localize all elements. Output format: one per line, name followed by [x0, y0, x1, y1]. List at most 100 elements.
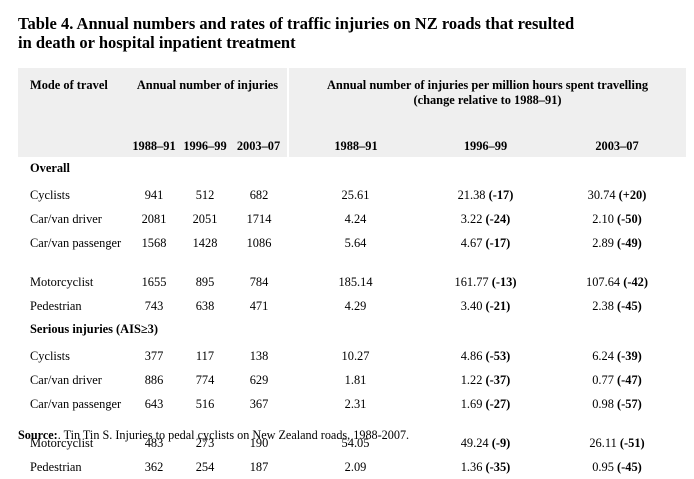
- table-row: Pedestrian 743 638 471 4.29 3.40 (-21) 2…: [18, 294, 686, 318]
- cell-rate-1996-99: 49.24 (-9): [423, 431, 548, 455]
- rate-value: 4.86: [460, 349, 483, 363]
- cell-rate-1988-91: 2.09: [344, 460, 367, 474]
- cell-rate-1988-91: 25.61: [341, 188, 370, 202]
- cell-count-1996-99: 512: [195, 188, 215, 202]
- rate-value: 30.74: [587, 188, 616, 202]
- rate-value: 21.38: [457, 188, 486, 202]
- rate-change: (-50): [617, 212, 642, 226]
- table-row: Cyclists 377 117 138 10.27 4.86 (-53) 6.…: [18, 344, 686, 368]
- cell-rate-1996-99: 161.77 (-13): [423, 270, 548, 294]
- header-row-periods: 1988–91 1996–99 2003–07 1988–91 1996–99 …: [18, 139, 687, 157]
- cell-mode: Car/van passenger: [30, 397, 122, 411]
- cell-mode: Car/van driver: [30, 373, 102, 387]
- cell-rate-1996-99: 3.22 (-24): [423, 207, 548, 231]
- rate-value: 0.95: [592, 460, 614, 474]
- rate-value: 1.69: [460, 397, 483, 411]
- cell-count-2003-07: 1086: [246, 236, 272, 250]
- rate-change: (-24): [485, 212, 511, 226]
- table-row: Car/van passenger 643 516 367 2.31 1.69 …: [18, 392, 686, 431]
- rate-change: (-49): [617, 236, 642, 250]
- rate-change: (-35): [485, 460, 511, 474]
- cell-rate-1988-91: 2.31: [344, 397, 367, 411]
- cell-count-1988-91: 643: [144, 397, 164, 411]
- header-annual-number: Annual number of injuries: [128, 68, 288, 139]
- table-row: Cyclists 941 512 682 25.61 21.38 (-17) 3…: [18, 183, 686, 207]
- source-note: Source:. Tin Tin S. Injuries to pedal cy…: [18, 428, 409, 443]
- cell-mode: Car/van driver: [30, 212, 102, 226]
- cell-rate-2003-07: 26.11 (-51): [548, 431, 686, 455]
- cell-mode: Pedestrian: [30, 460, 82, 474]
- cell-count-1996-99: 516: [195, 397, 215, 411]
- cell-count-1996-99: 895: [195, 275, 215, 289]
- rate-change: (-37): [485, 373, 511, 387]
- cell-rate-1988-91: 10.27: [341, 349, 370, 363]
- rate-change: (-17): [485, 236, 511, 250]
- cell-count-2003-07: 138: [249, 349, 269, 363]
- table-row: Motorcyclist 1655 895 784 185.14 161.77 …: [18, 270, 686, 294]
- cell-rate-1988-91: 4.24: [344, 212, 367, 226]
- cell-count-1996-99: 638: [195, 299, 215, 313]
- rate-value: 2.10: [592, 212, 614, 226]
- injury-table: Mode of travel Annual number of injuries…: [18, 68, 687, 479]
- cell-rate-2003-07: 0.98 (-57): [548, 392, 686, 431]
- source-text: . Tin Tin S. Injuries to pedal cyclists …: [57, 428, 410, 442]
- table-title-line-2: in death or hospital inpatient treatment: [18, 33, 296, 52]
- cell-rate-2003-07: 6.24 (-39): [548, 344, 686, 368]
- cell-rate-1988-91: 5.64: [344, 236, 367, 250]
- cell-count-2003-07: 784: [249, 275, 269, 289]
- rate-value: 49.24: [460, 436, 489, 450]
- cell-count-2003-07: 682: [249, 188, 269, 202]
- cell-rate-2003-07: 0.95 (-45): [548, 455, 686, 479]
- cell-mode: Motorcyclist: [30, 436, 94, 450]
- table-title-line-1: Table 4. Annual numbers and rates of tra…: [18, 14, 575, 33]
- cell-rate-2003-07: 2.89 (-49): [548, 231, 686, 270]
- cell-count-1988-91: 2081: [141, 212, 167, 226]
- section-label: Serious injuries (AIS≥3): [30, 322, 158, 336]
- rate-value: 2.38: [592, 299, 614, 313]
- rate-value: 4.67: [460, 236, 483, 250]
- cell-count-1988-91: 377: [144, 349, 164, 363]
- rate-change: (-42): [623, 275, 648, 289]
- cell-count-1988-91: 1568: [141, 236, 167, 250]
- rate-change: (-13): [491, 275, 517, 289]
- section-heading-row: Serious injuries (AIS≥3): [18, 318, 686, 344]
- cell-count-1996-99: 273: [195, 436, 215, 450]
- cell-rate-1996-99: 1.22 (-37): [423, 368, 548, 392]
- source-label: Source:: [18, 428, 58, 442]
- cell-count-1996-99: 774: [195, 373, 215, 387]
- header-rate-line-1: Annual number of injuries per million ho…: [326, 78, 649, 92]
- cell-count-1988-91: 483: [144, 436, 164, 450]
- cell-count-1996-99: 2051: [192, 212, 218, 226]
- cell-count-1996-99: 117: [195, 349, 215, 363]
- cell-count-2003-07: 367: [249, 397, 269, 411]
- header-period: 1996–99: [180, 139, 230, 157]
- table-row: Car/van passenger 1568 1428 1086 5.64 4.…: [18, 231, 686, 270]
- table-title: Table 4. Annual numbers and rates of tra…: [18, 14, 678, 52]
- rate-change: (-9): [491, 436, 511, 450]
- cell-count-2003-07: 471: [249, 299, 269, 313]
- header-period: 2003–07: [230, 139, 288, 157]
- header-period: 1988–91: [287, 139, 423, 157]
- table-row: Motorcyclist 483 273 190 54.05 49.24 (-9…: [18, 431, 686, 455]
- header-row-groups: Mode of travel Annual number of injuries…: [18, 68, 687, 139]
- rate-value: 2.89: [592, 236, 614, 250]
- section-label: Overall: [30, 161, 70, 175]
- table-row: Car/van driver 2081 2051 1714 4.24 3.22 …: [18, 207, 686, 231]
- rate-change: (-45): [617, 460, 642, 474]
- cell-rate-1988-91: 54.05: [341, 436, 370, 450]
- cell-count-1996-99: 1428: [192, 236, 218, 250]
- rate-change: (-21): [485, 299, 511, 313]
- cell-count-1988-91: 941: [144, 188, 164, 202]
- cell-rate-1996-99: 1.69 (-27): [423, 392, 548, 431]
- header-period: 2003–07: [548, 139, 687, 157]
- cell-rate-2003-07: 2.10 (-50): [548, 207, 686, 231]
- cell-mode: Motorcyclist: [30, 275, 94, 289]
- cell-count-1988-91: 886: [144, 373, 164, 387]
- cell-mode: Pedestrian: [30, 299, 82, 313]
- rate-value: 161.77: [454, 275, 489, 289]
- rate-change: (-39): [617, 349, 642, 363]
- cell-count-2003-07: 190: [249, 436, 269, 450]
- cell-rate-2003-07: 2.38 (-45): [548, 294, 686, 318]
- cell-mode: Cyclists: [30, 188, 70, 202]
- rate-value: 26.11: [589, 436, 617, 450]
